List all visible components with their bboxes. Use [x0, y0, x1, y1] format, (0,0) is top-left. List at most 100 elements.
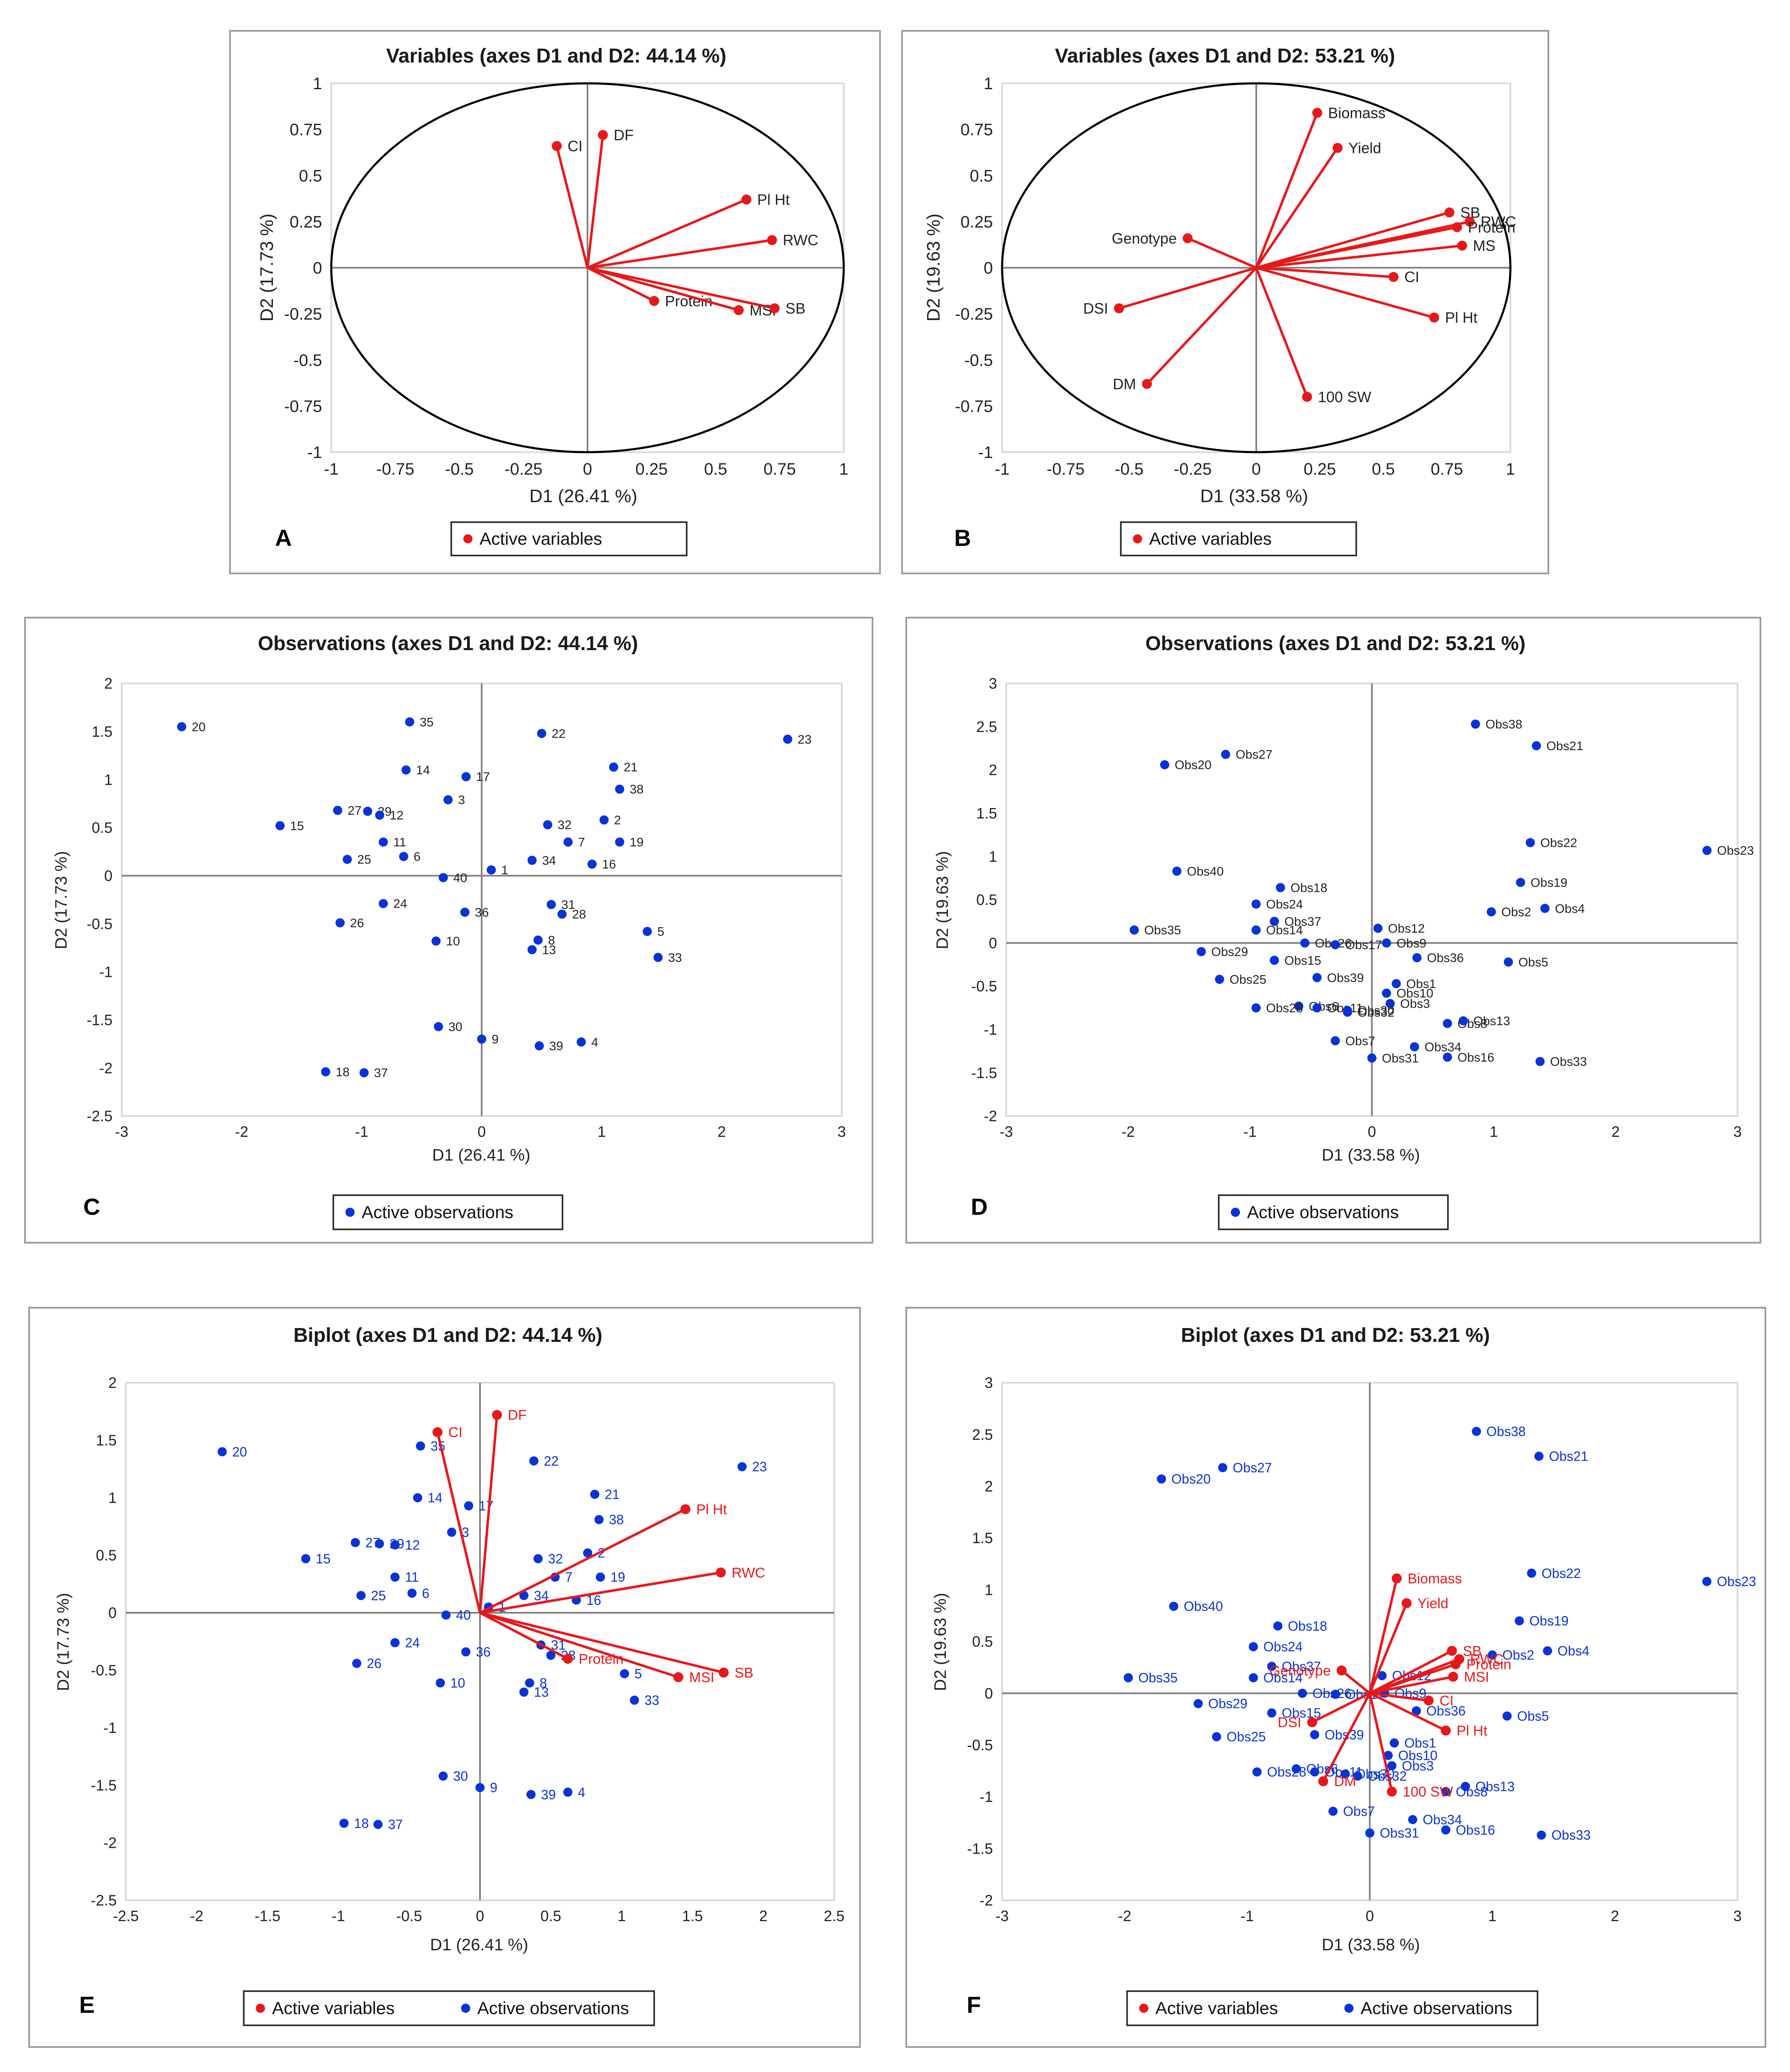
panel-b-variable-label: Biomass [1328, 104, 1385, 121]
panel-e-y-tick-label: -2 [103, 1834, 117, 1852]
panel-d-observation-label: Obs14 [1266, 923, 1303, 937]
panel-f-observation-point [1212, 1732, 1221, 1742]
panel-b-y-tick-label: -0.25 [955, 305, 993, 323]
panel-d-observation-point [1160, 760, 1170, 770]
panel-a-x-tick-label: -1 [324, 460, 339, 478]
panel-e-observation-label: 23 [752, 1459, 767, 1474]
panel-b-legend-label: Active variables [1149, 529, 1272, 548]
panel-e-x-axis-label: D1 (26.41 %) [430, 1936, 528, 1954]
panel-f-variable-label: Biomass [1408, 1571, 1462, 1587]
panel-a-variable-vector [587, 239, 772, 269]
panel-c-observation-point [443, 795, 453, 805]
panel-d-legend-box [1218, 1194, 1449, 1230]
panel-e-x-tick-label: 2 [759, 1907, 768, 1924]
panel-e-observation-point [546, 1651, 555, 1660]
panel-d-x-axis-label: D1 (33.58 %) [1322, 1146, 1420, 1164]
panel-f-observation-point [1534, 1451, 1544, 1461]
panel-f-x-tick-label: 1 [1488, 1907, 1497, 1924]
panel-b-variable-vector [1255, 267, 1308, 398]
panel-e-x-tick-label: -2.5 [113, 1907, 139, 1924]
panel-f-variable-label: CI [1440, 1693, 1454, 1709]
panel-d-observation-label: Obs12 [1388, 922, 1425, 936]
panel-b-variable-vector [1187, 237, 1257, 269]
panel-c-observation-label: 23 [798, 733, 811, 746]
panel-a-y-tick-label: -0.5 [293, 351, 322, 370]
panel-d-observation-point [1251, 1003, 1261, 1013]
panel-f-observation-point [1298, 1689, 1307, 1698]
panel-e-variable-point [680, 1504, 690, 1514]
panel-d-x-tick-label: 1 [1490, 1123, 1498, 1140]
panel-e-variable-vector [436, 1431, 481, 1613]
panel-e-observation-label: 32 [548, 1551, 563, 1566]
panel-e-legend-label: Active variables [272, 1998, 395, 2018]
panel-e-observation-label: 18 [354, 1816, 369, 1831]
panel-a-chart: Variables (axes D1 and D2: 44.14 %) -1 -0.… [257, 45, 848, 556]
panel-e-variable-point [716, 1567, 726, 1578]
panel-d-observation-point [1373, 923, 1383, 933]
panel-d-observation-label: Obs13 [1473, 1014, 1510, 1028]
panel-c-observation-label: 30 [448, 1020, 462, 1034]
panel-b-correlation-circle [1001, 82, 1512, 453]
panel-e-observation-point [738, 1462, 747, 1471]
panel-frame-c [24, 617, 873, 1244]
panel-b-y-tick-label: -1 [978, 443, 993, 462]
panel-e-x-tick-label: -2 [190, 1907, 203, 1924]
panel-c-x-tick-label: -3 [115, 1123, 128, 1140]
panel-d-observation-label: Obs22 [1540, 836, 1577, 850]
panel-a-x-tick-label: -0.25 [505, 460, 542, 478]
panel-d-y-axis-label: D2 (19.63 %) [933, 851, 952, 949]
panel-d-observation-point [1385, 999, 1395, 1008]
panel-a-y-tick-label: 0 [313, 259, 322, 278]
panel-e-variable-point [492, 1410, 502, 1420]
panel-f-variable-vector [1340, 1669, 1371, 1694]
panel-f-variable-vector [1368, 1693, 1393, 1792]
panel-e-observation-point [464, 1501, 473, 1511]
panel-d-y-tick-label: -2 [984, 1108, 997, 1125]
panel-d-observation-point [1221, 750, 1230, 759]
panel-e-observation-point [590, 1489, 600, 1499]
panel-d-y-tick-label: 1.5 [976, 805, 997, 822]
panel-b-x-tick-label: -1 [995, 460, 1010, 478]
panel-frame-f [905, 1307, 1766, 2048]
panel-a-variable-vector [555, 145, 589, 268]
panel-e-variable-label: Pl Ht [696, 1502, 727, 1518]
panel-f-observation-label: Obs2 [1502, 1647, 1534, 1662]
panel-d-observation-label: Obs25 [1230, 973, 1266, 986]
panel-b-y-tick-label: 1 [984, 75, 993, 93]
panel-c-observation-label: 4 [591, 1036, 598, 1049]
panel-e-observation-label: 12 [405, 1537, 420, 1552]
panel-d-observation-point [1215, 974, 1224, 984]
panel-f-variable-vector [1311, 1692, 1370, 1724]
panel-f-observation-point [1365, 1828, 1375, 1838]
panel-e-observation-label: 17 [479, 1499, 494, 1514]
panel-c-x-tick-label: 2 [718, 1123, 726, 1140]
panel-d-observation-point [1442, 1052, 1452, 1062]
panel-c-observation-point [783, 734, 792, 744]
panel-d-y-tick-label: 0 [989, 934, 997, 951]
panel-c-observation-point [577, 1037, 586, 1047]
panel-f-variable-label: 100 SW [1402, 1784, 1453, 1800]
panel-f-observation-point [1390, 1738, 1399, 1748]
panel-e-observation-point [596, 1572, 605, 1582]
panel-e-observation-point [519, 1591, 529, 1600]
panel-f-y-tick-label: -0.5 [967, 1737, 993, 1754]
panel-c-observation-point [359, 1068, 369, 1078]
panel-d-observation-label: Obs23 [1717, 844, 1754, 858]
panel-d-observation-label: Obs40 [1187, 865, 1224, 878]
panel-b-variable-vector [1118, 266, 1257, 310]
panel-f-observation-point [1441, 1825, 1450, 1835]
panel-e-observation-point [352, 1659, 362, 1668]
panel-e-legend-marker [461, 2004, 470, 2013]
panel-e-observation-label: 15 [316, 1551, 331, 1566]
panel-b-variable-label: 100 SW [1318, 388, 1371, 405]
panel-d-observation-point [1392, 979, 1401, 988]
panel-b-variable-vector [1256, 266, 1394, 278]
panel-c-observation-point [405, 717, 415, 727]
panel-d-observation-point [1516, 878, 1525, 887]
panel-c-letter: C [83, 1194, 100, 1220]
panel-e-x-tick-label: 1 [618, 1907, 626, 1924]
panel-f-observation-point [1515, 1616, 1524, 1626]
panel-c-observation-label: 11 [393, 836, 406, 849]
panel-e-observation-point [390, 1638, 400, 1647]
panel-c-legend-box [332, 1194, 563, 1230]
